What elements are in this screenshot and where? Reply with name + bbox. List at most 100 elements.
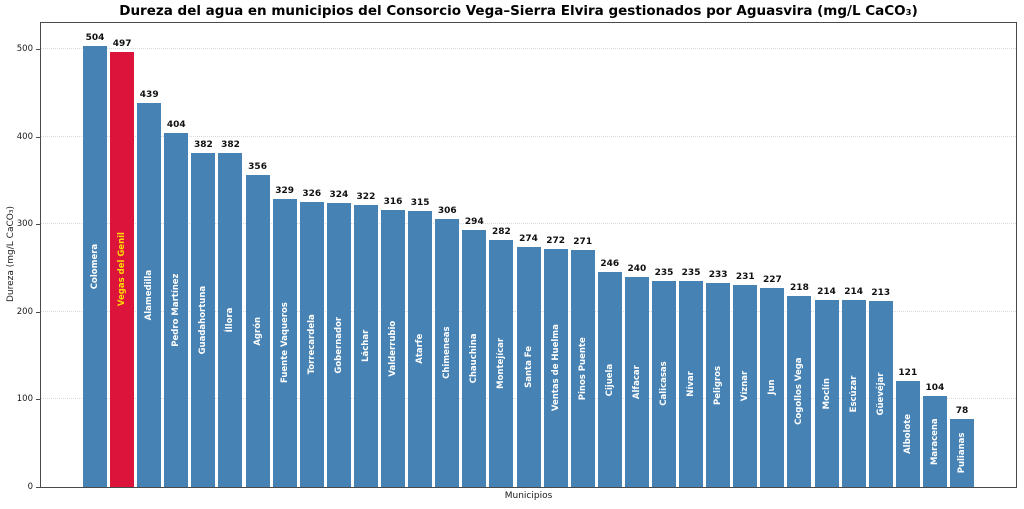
y-tick-label: 300 (16, 219, 33, 230)
bar-category-label: Calicasas (658, 361, 669, 407)
bar-category-label: Güevéjar (875, 372, 886, 416)
bar-category-label: Vegas del Genil (117, 232, 128, 307)
bar-value-label: 439 (139, 89, 159, 100)
bar-value-label: 104 (925, 382, 945, 393)
y-tick-mark (36, 487, 40, 488)
bar: 233 Peligros (706, 270, 731, 487)
bar-category-label: Fuente Vaqueros (279, 302, 290, 384)
bar-category-label: Maracena (929, 418, 940, 465)
bar: 235 Nívar (679, 268, 704, 487)
x-axis-label: Municipios (504, 491, 553, 501)
y-tick-label: 100 (16, 394, 33, 405)
y-tick-label: 0 (27, 482, 33, 492)
bar-value-label: 322 (356, 192, 376, 203)
chart-title: Dureza del agua en municipios del Consor… (119, 3, 918, 19)
bar: 214 Escúzar (841, 287, 866, 487)
bar: 240 Alfacar (624, 264, 649, 487)
bar-category-label: Agrón (252, 316, 263, 346)
gridline (41, 135, 1016, 137)
bar-value-label: 324 (329, 190, 349, 201)
y-tick-mark (36, 49, 40, 51)
plot-inner: 504 Colomera 497 Vegas del Genil 439 Alamedil… (41, 23, 1016, 487)
bar-highlighted: 497 Vegas del Genil (110, 39, 135, 487)
y-tick-label: 500 (16, 44, 33, 55)
bar: 504 Colomera (83, 33, 107, 487)
bar-category-label: Moclín (821, 377, 832, 409)
bar-value-label: 231 (735, 271, 755, 282)
bar: 121 Albolote (895, 368, 920, 487)
bar-value-label: 271 (573, 236, 593, 247)
y-tick-mark (36, 136, 40, 138)
bar-category-label: Chauchina (469, 333, 480, 384)
bar: 282 Montejícar (489, 227, 514, 487)
bar-category-label: Alamedilla (144, 269, 155, 321)
bar-category-label: Montejícar (496, 338, 507, 390)
bar-value-label: 382 (193, 139, 213, 150)
bar: 231 Víznar (733, 272, 758, 487)
bar: 382 Íllora (218, 140, 243, 487)
bar-category-label: Jun (767, 380, 778, 396)
bar-category-label: Pulianas (957, 432, 967, 474)
bar-category-label: Nívar (686, 371, 697, 397)
bar-value-label: 306 (437, 206, 457, 217)
bar-category-label: Íllora (225, 307, 236, 333)
bar-category-label: Pedro Martínez (171, 273, 182, 347)
bar: 322 Láchar (353, 192, 378, 487)
bar: 324 Gobernador (326, 190, 351, 487)
bar-category-label: Atarfe (415, 334, 426, 365)
bar: 235 Calicasas (651, 268, 676, 487)
bar: 315 Atarfe (408, 198, 433, 487)
bar: 272 Ventas de Huelma (543, 236, 568, 487)
bar-category-label: Torrecardela (306, 314, 317, 375)
bar-category-label: Pinos Puente (577, 336, 588, 400)
bar-category-label: Guadahortuna (198, 285, 209, 355)
bar-category-label: Colomera (90, 243, 100, 290)
plot-area: 504 Colomera 497 Vegas del Genil 439 Alamedil… (40, 22, 1017, 488)
bar-category-label: Alfacar (631, 365, 642, 399)
bar-value-label: 235 (681, 268, 701, 279)
bar-value-label: 214 (844, 286, 864, 297)
bar-value-label: 235 (654, 268, 674, 279)
bar: 294 Chauchina (462, 217, 487, 487)
bar-category-label: Albolote (902, 414, 913, 455)
bar-category-label: Valderrubio (388, 320, 399, 377)
bar: 246 Cijuela (597, 259, 622, 487)
bar-category-label: Escúzar (848, 374, 859, 412)
bar: 306 Chimeneas (435, 206, 460, 487)
bar-category-label: Láchar (360, 329, 371, 363)
bar-value-label: 246 (600, 258, 620, 269)
bar: 439 Alamedilla (137, 90, 162, 487)
bar-value-label: 272 (546, 235, 565, 246)
bar-category-label: Chimeneas (442, 326, 453, 380)
gridline (41, 223, 1016, 225)
bar: 404 Pedro Martínez (164, 120, 189, 487)
bar-value-label: 316 (383, 197, 403, 208)
bar: 104 Maracena (922, 383, 947, 487)
bar-category-label: Víznar (740, 370, 751, 402)
bar: 214 Moclín (814, 287, 839, 487)
bar-value-label: 78 (955, 405, 969, 416)
bars-container: 504 Colomera 497 Vegas del Genil 439 Alamedil… (41, 23, 1016, 487)
bar: 213 Güevéjar (868, 288, 893, 487)
bar-category-label: Cogollos Vega (794, 357, 805, 426)
bar: 227 Jun (760, 275, 785, 487)
bar: 382 Guadahortuna (191, 140, 216, 487)
bar-value-label: 404 (166, 120, 186, 131)
bar: 356 Agrón (245, 162, 270, 487)
bar-value-label: 294 (464, 216, 484, 227)
bar: 78 Pulianas (950, 406, 974, 487)
bar-category-label: Gobernador (333, 316, 344, 374)
bar: 329 Fuente Vaqueros (272, 186, 297, 487)
gridline (41, 48, 1016, 50)
bar-value-label: 504 (85, 32, 105, 43)
y-tick-mark (36, 224, 40, 226)
bar-value-label: 356 (248, 162, 267, 173)
bar: 274 Santa Fe (516, 234, 541, 487)
bar-value-label: 382 (221, 139, 240, 150)
bar-value-label: 326 (302, 188, 322, 199)
bar-value-label: 213 (871, 287, 891, 298)
bar-value-label: 233 (708, 270, 728, 281)
y-tick-label: 200 (16, 306, 33, 317)
bar-value-label: 218 (790, 283, 809, 294)
